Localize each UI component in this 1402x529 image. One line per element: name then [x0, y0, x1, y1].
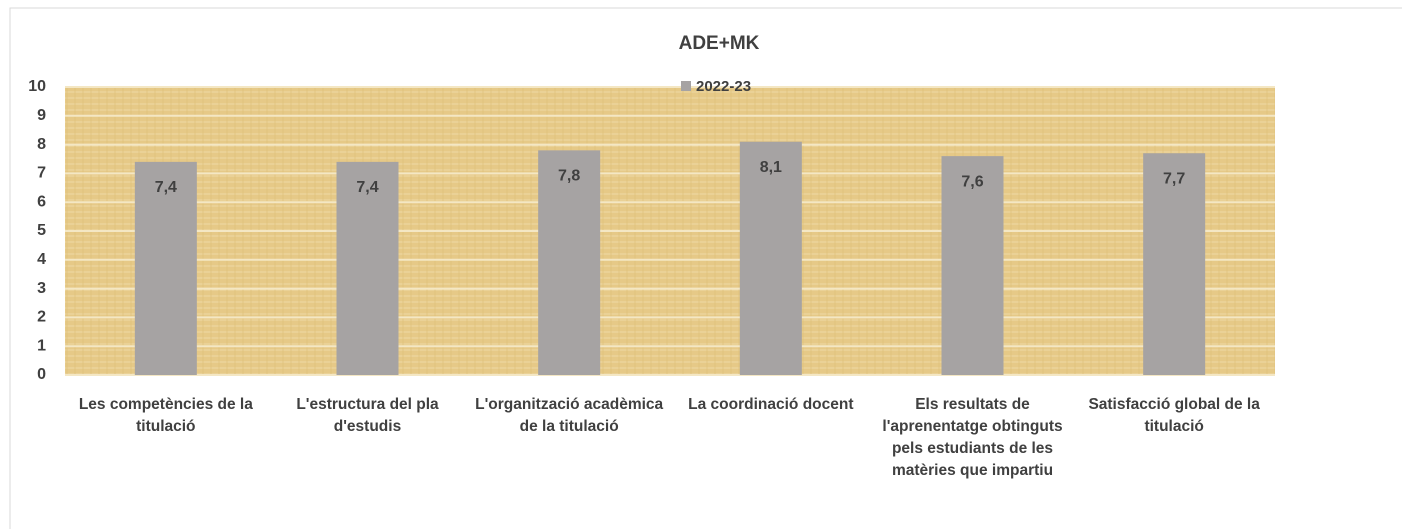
value-label: 8,1 — [760, 159, 782, 176]
value-label: 7,4 — [155, 179, 177, 196]
legend-swatch — [681, 81, 691, 91]
y-tick-label: 4 — [37, 251, 46, 268]
y-tick-label: 3 — [37, 280, 46, 297]
y-tick-label: 10 — [28, 78, 46, 95]
bar — [941, 156, 1004, 375]
x-tick-label: L'estructura del pla d'estudis — [296, 396, 439, 435]
x-tick-label: La coordinació docent — [688, 396, 854, 413]
x-tick-label: L'organització acadèmica de la titulació — [475, 396, 664, 435]
bar — [134, 161, 197, 375]
y-tick-label: 2 — [37, 309, 46, 326]
bar — [1143, 153, 1206, 375]
value-label: 7,8 — [558, 168, 580, 185]
chart-border — [9, 7, 1402, 529]
y-tick-label: 6 — [37, 193, 46, 210]
y-tick-label: 0 — [37, 366, 46, 383]
legend-label: 2022-23 — [696, 78, 751, 95]
value-label: 7,6 — [961, 173, 983, 190]
bar — [538, 150, 601, 375]
chart-title: ADE+MK — [679, 33, 760, 54]
bar — [336, 161, 399, 375]
y-tick-label: 7 — [37, 165, 46, 182]
y-tick-label: 1 — [37, 337, 46, 354]
y-tick-label: 5 — [37, 222, 46, 239]
bar — [739, 141, 802, 375]
value-label: 7,7 — [1163, 170, 1185, 187]
x-tick-label: Les competències de la titulació — [78, 396, 253, 435]
value-label: 7,4 — [356, 179, 378, 196]
x-tick-label: Els resultats de l'aprenentatge obtingut… — [882, 396, 1063, 479]
x-tick-label: Satisfacció global de la titulació — [1088, 396, 1260, 435]
y-tick-label: 9 — [37, 107, 46, 124]
y-tick-label: 8 — [37, 136, 46, 153]
